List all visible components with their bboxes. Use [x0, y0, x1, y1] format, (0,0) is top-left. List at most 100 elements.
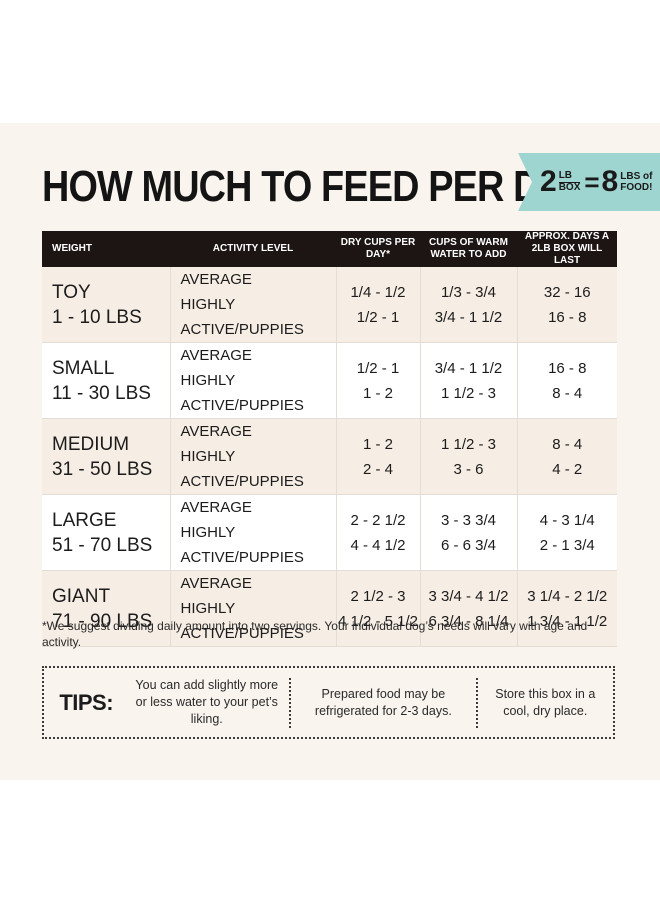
water-value: 3 - 3 3/4	[440, 511, 497, 529]
days-value: 16 - 8	[548, 308, 587, 326]
dry-cups-cell: 1/2 - 1 1 - 2	[336, 342, 421, 419]
days-value: 16 - 8	[548, 359, 587, 377]
tips-label: TIPS:	[59, 689, 114, 715]
badge-box-unit-bottom: BOX	[558, 182, 581, 193]
activity-level: HIGHLY ACTIVE/PUPPIES	[180, 296, 304, 338]
dry-cups-cell: 1/4 - 1/2 1/2 - 1	[336, 267, 421, 343]
dry-cups-cell: 2 - 2 1/2 4 - 4 1/2	[336, 494, 421, 571]
table-header-row: WEIGHT ACTIVITY LEVEL DRY CUPS PER DAY* …	[42, 231, 617, 267]
dry-cups-value: 1/2 - 1	[356, 308, 400, 326]
weight-class: GIANT	[52, 585, 111, 607]
tip-divider	[475, 677, 478, 728]
weight-class: SMALL	[52, 357, 115, 379]
tip-divider	[289, 677, 292, 728]
activity-cell: AVERAGE HIGHLY ACTIVE/PUPPIES	[170, 267, 337, 343]
table-row: SMALL 11 - 30 LBS AVERAGE HIGHLY ACTIVE/…	[42, 342, 617, 419]
activity-cell: AVERAGE HIGHLY ACTIVE/PUPPIES	[170, 494, 337, 571]
weight-cell: MEDIUM 31 - 50 LBS	[42, 418, 171, 495]
badge-box-unit-top: LB	[558, 171, 581, 183]
weight-cell: LARGE 51 - 70 LBS	[42, 494, 171, 571]
weight-range: 31 - 50 LBS	[52, 458, 153, 480]
dry-cups-value: 1 - 2	[362, 384, 393, 402]
tips-box: TIPS: You can add slightly more or less …	[42, 666, 615, 739]
activity-level: AVERAGE	[180, 271, 252, 288]
water-value: 6 3/4 - 8 1/4	[428, 612, 509, 630]
activity-cell: AVERAGE HIGHLY ACTIVE/PUPPIES	[170, 342, 337, 419]
weight-range: 11 - 30 LBS	[52, 382, 151, 404]
badge-food-unit-top: LBS of	[620, 171, 653, 182]
water-value: 3 3/4 - 4 1/2	[428, 587, 509, 605]
weight-cell: SMALL 11 - 30 LBS	[42, 342, 171, 419]
dry-cups-value: 1 - 2	[362, 435, 393, 453]
days-value: 1 3/4 - 1 1/2	[527, 612, 608, 630]
days-cell: 4 - 3 1/4 2 - 1 3/4	[517, 494, 617, 571]
serving-footnote: *We suggest dividing daily amount into t…	[42, 619, 588, 649]
activity-cell: AVERAGE HIGHLY ACTIVE/PUPPIES	[170, 570, 337, 647]
weight-cell: TOY 1 - 10 LBS	[42, 267, 171, 343]
weight-class: MEDIUM	[52, 433, 130, 455]
page-title: HOW MUCH TO FEED PER DAY	[42, 162, 588, 211]
dry-cups-value: 4 1/2 - 5 1/2	[337, 612, 419, 630]
activity-level: HIGHLY ACTIVE/PUPPIES	[180, 448, 304, 490]
activity-level: AVERAGE	[180, 499, 252, 516]
water-cell: 1 1/2 - 3 3 - 6	[420, 418, 518, 495]
activity-cell: AVERAGE HIGHLY ACTIVE/PUPPIES	[170, 418, 337, 495]
table-row: TOY 1 - 10 LBS AVERAGE HIGHLY ACTIVE/PUP…	[42, 267, 617, 343]
days-value: 32 - 16	[543, 283, 591, 301]
days-cell: 3 1/4 - 2 1/2 1 3/4 - 1 1/2	[517, 570, 617, 647]
days-value: 4 - 3 1/4	[539, 511, 595, 529]
dry-cups-cell: 1 - 2 2 - 4	[336, 418, 421, 495]
table-row: LARGE 51 - 70 LBS AVERAGE HIGHLY ACTIVE/…	[42, 494, 617, 571]
badge-equals: =	[584, 166, 600, 197]
header-warm-water: CUPS OF WARM WATER TO ADD	[420, 231, 517, 267]
activity-level: AVERAGE	[180, 347, 252, 364]
header-dry-cups: DRY CUPS PER DAY*	[336, 231, 420, 267]
weight-class: TOY	[52, 281, 91, 303]
water-value: 6 - 6 3/4	[440, 536, 497, 554]
tip-storage: Store this box in a cool, dry place.	[495, 686, 596, 718]
box-yield-badge: 2 LB BOX = 8 LBS of FOOD!	[518, 153, 660, 211]
days-value: 8 - 4	[552, 384, 583, 402]
dry-cups-value: 2 1/2 - 3	[350, 587, 406, 605]
days-cell: 16 - 8 8 - 4	[517, 342, 617, 419]
days-cell: 32 - 16 16 - 8	[517, 267, 617, 343]
days-cell: 8 - 4 4 - 2	[517, 418, 617, 495]
dry-cups-value: 2 - 4	[362, 460, 393, 478]
feeding-table: WEIGHT ACTIVITY LEVEL DRY CUPS PER DAY* …	[42, 231, 617, 647]
days-value: 4 - 2	[552, 460, 583, 478]
activity-level: HIGHLY ACTIVE/PUPPIES	[180, 600, 304, 642]
dry-cups-value: 1/4 - 1/2	[350, 283, 406, 301]
water-value: 1 1/2 - 3	[440, 384, 497, 402]
weight-range: 71 - 90 LBS	[52, 610, 153, 632]
water-value: 3 - 6	[453, 460, 484, 478]
tip-water: You can add slightly more or less water …	[135, 678, 279, 726]
days-value: 3 1/4 - 2 1/2	[527, 587, 608, 605]
header-activity-level: ACTIVITY LEVEL	[170, 231, 336, 267]
water-cell: 3/4 - 1 1/2 1 1/2 - 3	[420, 342, 518, 419]
dry-cups-cell: 2 1/2 - 3 4 1/2 - 5 1/2	[336, 570, 421, 647]
badge-box-count: 2	[540, 165, 557, 198]
water-cell: 3 - 3 3/4 6 - 6 3/4	[420, 494, 518, 571]
water-value: 1/3 - 3/4	[440, 283, 497, 301]
activity-level: AVERAGE	[180, 423, 252, 440]
activity-level: HIGHLY ACTIVE/PUPPIES	[180, 524, 304, 566]
badge-food-unit-bottom: FOOD!	[620, 182, 653, 193]
dry-cups-value: 4 - 4 1/2	[350, 536, 406, 554]
days-value: 2 - 1 3/4	[539, 536, 595, 554]
header-days-last: APPROX. DAYS A 2LB BOX WILL LAST	[517, 231, 617, 267]
water-cell: 3 3/4 - 4 1/2 6 3/4 - 8 1/4	[420, 570, 518, 647]
dry-cups-value: 2 - 2 1/2	[350, 511, 406, 529]
days-value: 8 - 4	[552, 435, 583, 453]
water-value: 3/4 - 1 1/2	[434, 359, 503, 377]
water-value: 3/4 - 1 1/2	[434, 308, 503, 326]
activity-level: AVERAGE	[180, 575, 252, 592]
activity-level: HIGHLY ACTIVE/PUPPIES	[180, 372, 304, 414]
badge-food-count: 8	[601, 165, 619, 198]
weight-class: LARGE	[52, 509, 117, 531]
water-value: 1 1/2 - 3	[440, 435, 497, 453]
weight-range: 1 - 10 LBS	[52, 306, 142, 328]
table-row: MEDIUM 31 - 50 LBS AVERAGE HIGHLY ACTIVE…	[42, 418, 617, 495]
header-weight: WEIGHT	[42, 231, 170, 267]
weight-range: 51 - 70 LBS	[52, 534, 153, 556]
tip-refrigerate: Prepared food may be refrigerated for 2-…	[314, 686, 452, 718]
